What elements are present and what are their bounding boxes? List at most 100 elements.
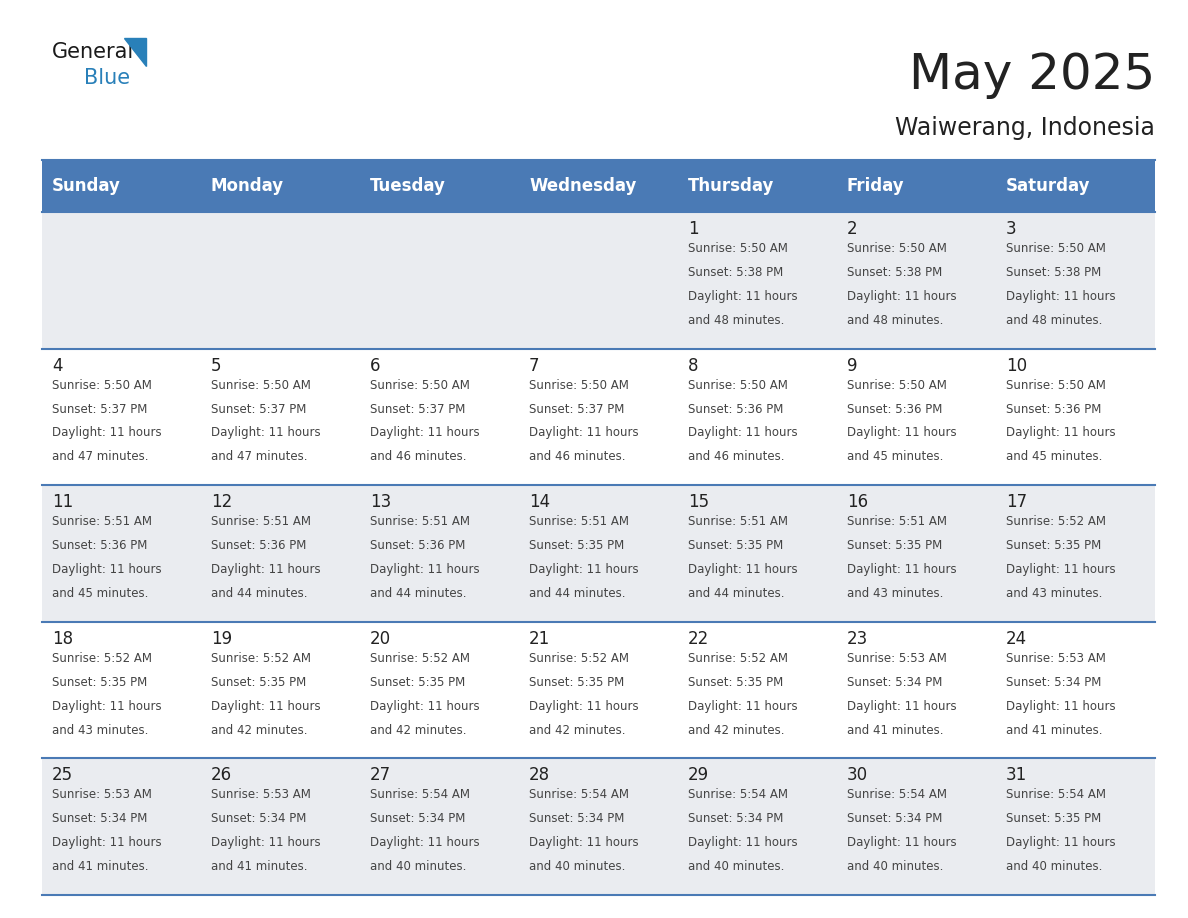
Text: and 40 minutes.: and 40 minutes.: [529, 860, 625, 873]
Text: Daylight: 11 hours: Daylight: 11 hours: [529, 700, 639, 712]
Text: Daylight: 11 hours: Daylight: 11 hours: [688, 836, 797, 849]
Bar: [360, 212, 519, 349]
Text: Sunset: 5:38 PM: Sunset: 5:38 PM: [847, 266, 942, 279]
Text: and 41 minutes.: and 41 minutes.: [1006, 723, 1102, 736]
Text: Daylight: 11 hours: Daylight: 11 hours: [52, 700, 162, 712]
Text: May 2025: May 2025: [909, 51, 1155, 99]
Text: 4: 4: [52, 356, 63, 375]
Text: and 48 minutes.: and 48 minutes.: [1006, 314, 1102, 327]
Text: 19: 19: [211, 630, 232, 648]
Text: Sunset: 5:35 PM: Sunset: 5:35 PM: [529, 539, 624, 552]
Text: Daylight: 11 hours: Daylight: 11 hours: [847, 700, 956, 712]
Text: Daylight: 11 hours: Daylight: 11 hours: [847, 836, 956, 849]
Text: and 40 minutes.: and 40 minutes.: [847, 860, 943, 873]
Text: Sunset: 5:34 PM: Sunset: 5:34 PM: [847, 812, 942, 825]
Bar: [678, 349, 838, 486]
Text: 13: 13: [369, 493, 391, 511]
Bar: [838, 486, 996, 621]
Text: and 46 minutes.: and 46 minutes.: [529, 451, 626, 464]
Text: Daylight: 11 hours: Daylight: 11 hours: [211, 836, 321, 849]
Bar: [838, 621, 996, 758]
Text: and 45 minutes.: and 45 minutes.: [847, 451, 943, 464]
Text: Daylight: 11 hours: Daylight: 11 hours: [369, 563, 480, 576]
Text: Sunset: 5:36 PM: Sunset: 5:36 PM: [211, 539, 307, 552]
Text: Sunday: Sunday: [52, 177, 121, 195]
Text: Wednesday: Wednesday: [529, 177, 637, 195]
Text: Sunrise: 5:54 AM: Sunrise: 5:54 AM: [1006, 789, 1106, 801]
Bar: [838, 212, 996, 349]
Bar: [519, 486, 678, 621]
Text: Daylight: 11 hours: Daylight: 11 hours: [1006, 700, 1116, 712]
Bar: [201, 486, 360, 621]
Bar: [360, 486, 519, 621]
Text: Sunset: 5:35 PM: Sunset: 5:35 PM: [688, 539, 783, 552]
Text: Daylight: 11 hours: Daylight: 11 hours: [211, 700, 321, 712]
Text: Daylight: 11 hours: Daylight: 11 hours: [369, 836, 480, 849]
Text: Sunrise: 5:50 AM: Sunrise: 5:50 AM: [52, 378, 152, 392]
Text: Daylight: 11 hours: Daylight: 11 hours: [52, 563, 162, 576]
Text: Sunset: 5:37 PM: Sunset: 5:37 PM: [52, 402, 147, 416]
Text: and 47 minutes.: and 47 minutes.: [52, 451, 148, 464]
Text: Daylight: 11 hours: Daylight: 11 hours: [1006, 836, 1116, 849]
Bar: [519, 758, 678, 895]
Text: Sunset: 5:35 PM: Sunset: 5:35 PM: [369, 676, 466, 688]
Text: Sunset: 5:36 PM: Sunset: 5:36 PM: [1006, 402, 1101, 416]
Text: Daylight: 11 hours: Daylight: 11 hours: [529, 836, 639, 849]
Bar: [42, 349, 201, 486]
Text: and 48 minutes.: and 48 minutes.: [847, 314, 943, 327]
Text: Sunset: 5:38 PM: Sunset: 5:38 PM: [688, 266, 783, 279]
Text: Sunrise: 5:54 AM: Sunrise: 5:54 AM: [847, 789, 947, 801]
Text: and 47 minutes.: and 47 minutes.: [211, 451, 308, 464]
Text: Daylight: 11 hours: Daylight: 11 hours: [529, 563, 639, 576]
Text: Sunset: 5:35 PM: Sunset: 5:35 PM: [847, 539, 942, 552]
Bar: [360, 621, 519, 758]
Text: 25: 25: [52, 767, 74, 784]
Text: 16: 16: [847, 493, 868, 511]
Text: 23: 23: [847, 630, 868, 648]
Text: and 40 minutes.: and 40 minutes.: [1006, 860, 1102, 873]
Bar: [519, 621, 678, 758]
Text: Sunrise: 5:53 AM: Sunrise: 5:53 AM: [847, 652, 947, 665]
Text: Sunset: 5:34 PM: Sunset: 5:34 PM: [847, 676, 942, 688]
Bar: [42, 621, 201, 758]
Text: and 45 minutes.: and 45 minutes.: [1006, 451, 1102, 464]
Text: Sunrise: 5:52 AM: Sunrise: 5:52 AM: [211, 652, 311, 665]
Text: Waiwerang, Indonesia: Waiwerang, Indonesia: [895, 116, 1155, 140]
Text: Sunrise: 5:54 AM: Sunrise: 5:54 AM: [529, 789, 628, 801]
Text: Sunset: 5:35 PM: Sunset: 5:35 PM: [211, 676, 307, 688]
Text: Sunrise: 5:50 AM: Sunrise: 5:50 AM: [211, 378, 311, 392]
Bar: [360, 758, 519, 895]
Text: Daylight: 11 hours: Daylight: 11 hours: [688, 700, 797, 712]
Text: 30: 30: [847, 767, 868, 784]
Text: Sunrise: 5:53 AM: Sunrise: 5:53 AM: [1006, 652, 1106, 665]
Bar: [519, 349, 678, 486]
Text: 15: 15: [688, 493, 709, 511]
Text: 31: 31: [1006, 767, 1028, 784]
Text: Thursday: Thursday: [688, 177, 775, 195]
Text: Daylight: 11 hours: Daylight: 11 hours: [529, 426, 639, 440]
Text: Sunset: 5:35 PM: Sunset: 5:35 PM: [52, 676, 147, 688]
Text: 6: 6: [369, 356, 380, 375]
Text: Daylight: 11 hours: Daylight: 11 hours: [688, 426, 797, 440]
Text: Sunrise: 5:52 AM: Sunrise: 5:52 AM: [529, 652, 628, 665]
Text: Sunrise: 5:50 AM: Sunrise: 5:50 AM: [1006, 242, 1106, 255]
Bar: [201, 160, 360, 212]
Polygon shape: [124, 38, 146, 66]
Text: Daylight: 11 hours: Daylight: 11 hours: [211, 563, 321, 576]
Text: Sunrise: 5:50 AM: Sunrise: 5:50 AM: [1006, 378, 1106, 392]
Text: 3: 3: [1006, 220, 1017, 238]
Bar: [996, 758, 1155, 895]
Text: Daylight: 11 hours: Daylight: 11 hours: [369, 426, 480, 440]
Text: Sunrise: 5:52 AM: Sunrise: 5:52 AM: [688, 652, 788, 665]
Bar: [996, 349, 1155, 486]
Text: and 41 minutes.: and 41 minutes.: [211, 860, 308, 873]
Text: 18: 18: [52, 630, 74, 648]
Text: Sunset: 5:37 PM: Sunset: 5:37 PM: [369, 402, 466, 416]
Text: and 40 minutes.: and 40 minutes.: [688, 860, 784, 873]
Text: Friday: Friday: [847, 177, 904, 195]
Text: Tuesday: Tuesday: [369, 177, 446, 195]
Text: Sunrise: 5:51 AM: Sunrise: 5:51 AM: [529, 515, 628, 528]
Bar: [42, 486, 201, 621]
Text: Sunrise: 5:52 AM: Sunrise: 5:52 AM: [369, 652, 470, 665]
Text: Sunrise: 5:50 AM: Sunrise: 5:50 AM: [847, 378, 947, 392]
